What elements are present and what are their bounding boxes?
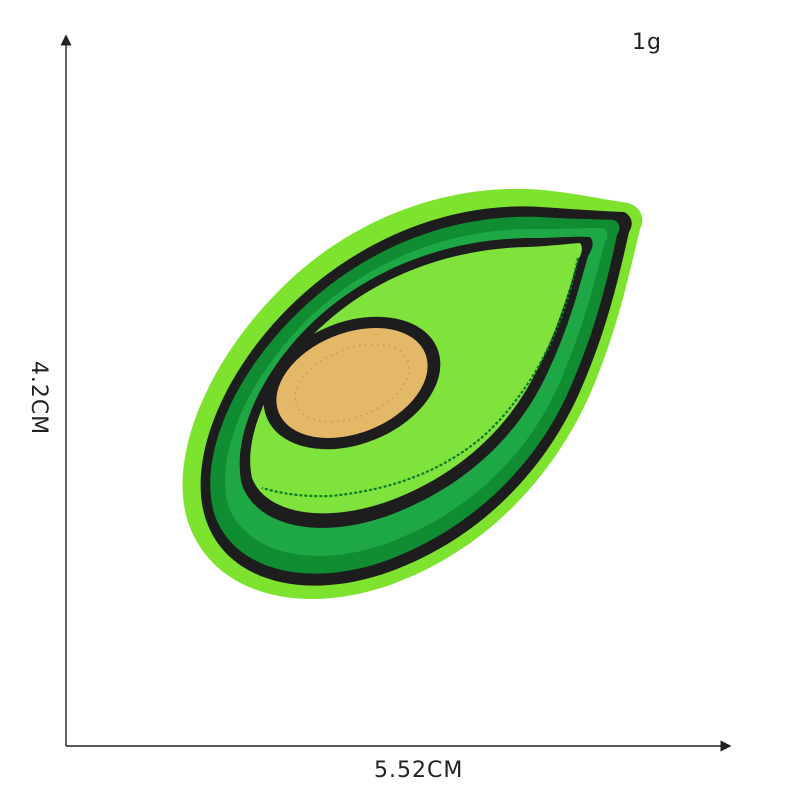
- weight-label: 1g: [632, 30, 662, 55]
- avocado-patch-icon: [182, 188, 643, 600]
- height-dimension-label: 4.2CM: [26, 360, 51, 436]
- width-dimension-label: 5.52CM: [374, 758, 464, 783]
- avocado-pit: [276, 328, 428, 438]
- stitch-line: [261, 257, 580, 498]
- pit-texture: [293, 343, 411, 423]
